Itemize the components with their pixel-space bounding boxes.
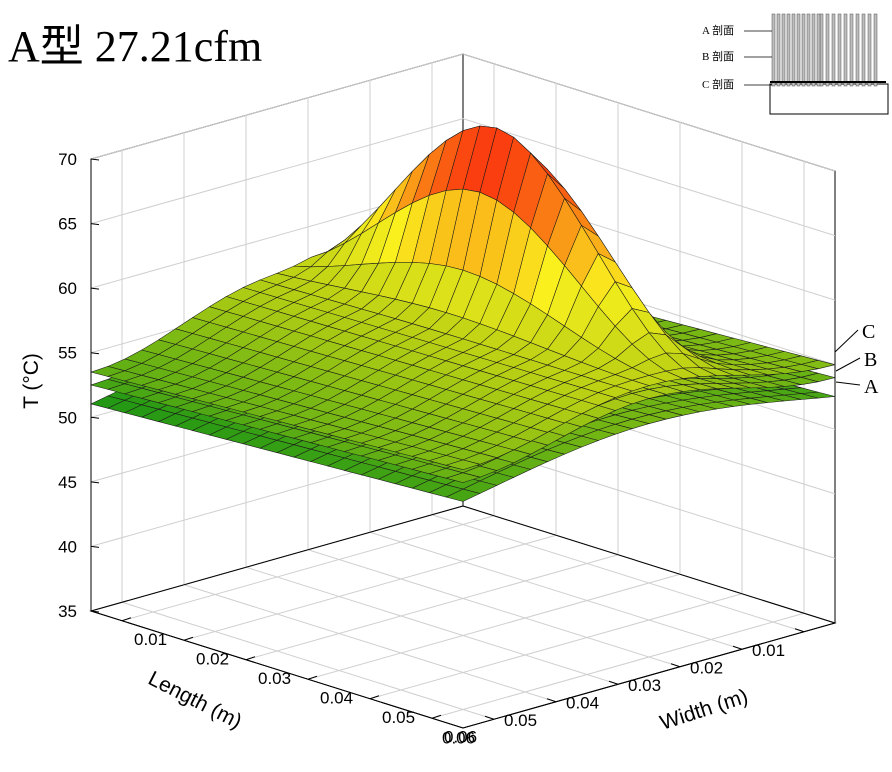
inset-fin <box>771 13 776 87</box>
grid-line <box>183 534 557 641</box>
surface-A-cell <box>445 488 481 502</box>
inset-fin <box>831 13 836 87</box>
series-label-A: A <box>864 376 879 398</box>
grid-line <box>183 584 557 703</box>
z-tick <box>90 223 100 226</box>
grid-line <box>245 566 619 685</box>
length-tick <box>484 715 495 720</box>
width-tick <box>369 695 380 700</box>
width-tick <box>307 675 318 680</box>
surface-C-cell <box>445 459 481 470</box>
series-label-C: C <box>862 321 875 343</box>
length-tick <box>546 698 557 703</box>
floor-front-edges <box>90 610 836 729</box>
inset-fin <box>811 13 816 87</box>
surface-plots <box>90 125 836 502</box>
z-tick-label: 40 <box>58 537 77 556</box>
grid-line <box>431 612 805 719</box>
width-tick-label: 0.03 <box>258 669 291 688</box>
length-tick <box>608 680 619 685</box>
inset-fin <box>837 13 842 87</box>
grid-line <box>90 53 836 172</box>
length-tick-label: 0.02 <box>690 658 723 677</box>
width-tick <box>245 656 256 661</box>
z-tick-label: 55 <box>58 344 77 363</box>
series-callout-line <box>835 357 861 372</box>
z-tick <box>90 416 100 419</box>
series-callout-line <box>834 329 859 353</box>
z-tick <box>90 352 100 355</box>
chart-axes <box>90 158 836 729</box>
z-tick <box>90 481 100 484</box>
inset-fin <box>855 13 860 87</box>
inset-fin <box>801 13 806 87</box>
grid-line <box>431 514 805 633</box>
length-tick-label: 0.04 <box>566 693 599 712</box>
grid-line <box>245 554 619 661</box>
inset-fin <box>796 13 801 87</box>
inset-fin <box>825 13 830 87</box>
width-tick <box>121 617 132 622</box>
width-tick-label: 0.01 <box>134 630 167 649</box>
width-tick-label: 0.06 <box>444 727 477 746</box>
inset-fin <box>861 13 866 87</box>
z-tick-label: 35 <box>58 602 77 621</box>
surface-B-cell <box>445 472 481 483</box>
grid-line <box>307 549 681 668</box>
width-tick-label: 0.04 <box>320 688 353 707</box>
grid-line <box>90 118 836 237</box>
length-tick-label: 0.03 <box>628 676 661 695</box>
x-axis-label: Length (m) <box>144 667 245 734</box>
length-tick <box>794 628 805 633</box>
chart-title: A型 27.21cfm <box>8 22 263 71</box>
length-tick-label: 0.06 <box>442 728 475 747</box>
inset-fin <box>791 13 796 87</box>
series-label-B: B <box>864 349 877 371</box>
grid-line <box>121 601 495 720</box>
length-tick <box>732 645 743 650</box>
inset-fin <box>849 13 854 87</box>
inset-label: A 剖面 <box>702 23 734 37</box>
z-tick-label: 45 <box>58 473 77 492</box>
grid-line <box>369 593 743 700</box>
inset-fin <box>776 13 781 87</box>
z-tick-label: 60 <box>58 279 77 298</box>
inset-fin <box>843 13 848 87</box>
width-tick-label: 0.05 <box>382 708 415 727</box>
z-tick-label: 70 <box>58 150 77 169</box>
inset-fin <box>786 13 791 87</box>
heatsink-inset-diagram: A 剖面 B 剖面 C 剖面 <box>702 13 889 115</box>
inset-base <box>769 83 889 115</box>
y-axis-label: Width (m) <box>657 685 751 735</box>
z-tick <box>90 287 100 290</box>
z-tick-label: 65 <box>58 215 77 234</box>
z-tick <box>90 158 100 161</box>
inset-fin <box>867 13 872 87</box>
inset-label: C 剖面 <box>702 77 734 91</box>
width-tick <box>431 714 442 719</box>
inset-fin <box>806 13 811 87</box>
inset-fin <box>816 13 821 87</box>
inset-fin <box>781 13 786 87</box>
inset-fin <box>819 13 824 87</box>
grid-line <box>307 573 681 680</box>
length-tick-label: 0.01 <box>752 641 785 660</box>
z-tick <box>90 545 100 548</box>
width-tick-label: 0.02 <box>196 649 229 668</box>
series-callout-line <box>835 381 861 386</box>
length-tick-label: 0.05 <box>504 711 537 730</box>
surface-C <box>90 125 836 470</box>
grid-line <box>369 531 743 650</box>
inset-label: B 剖面 <box>702 49 734 63</box>
z-tick-label: 50 <box>58 408 77 427</box>
z-axis-label: T (°C) <box>20 353 43 409</box>
width-tick <box>183 636 194 641</box>
grid-line <box>121 515 495 622</box>
length-tick <box>670 663 681 668</box>
inset-fin <box>873 13 878 87</box>
